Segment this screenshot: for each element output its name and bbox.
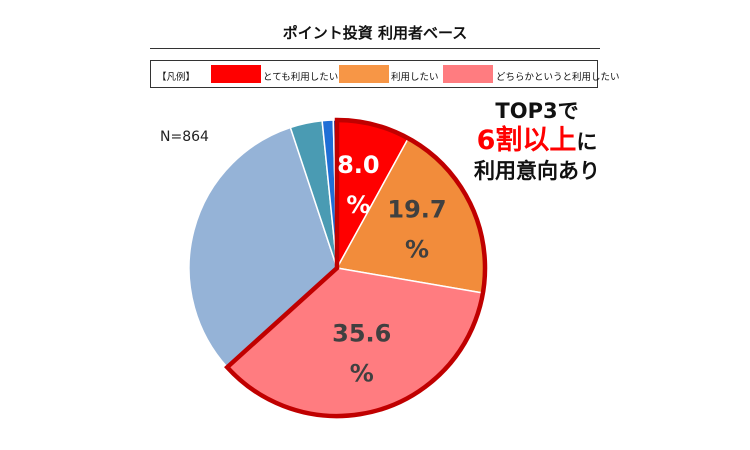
title-underline <box>150 48 600 49</box>
pie-slice-3 <box>188 126 338 369</box>
slice-unit-label-2: % <box>350 359 374 387</box>
callout-suffix: に <box>576 130 598 155</box>
callout-line-1: TOP3で <box>495 99 579 123</box>
callout-text: TOP3で 6割以上に 利用意向あり <box>472 98 602 184</box>
legend-heading: 【凡例】 <box>157 72 196 83</box>
legend-swatch-2 <box>443 65 493 83</box>
callout-emphasis: 6割以上 <box>476 125 577 157</box>
chart-title: ポイント投資 利用者ベース <box>282 24 468 42</box>
legend-label-0: とても利用したい <box>263 72 339 83</box>
legend-label-1: 利用したい <box>391 72 439 83</box>
legend: 【凡例】 とても利用したい 利用したい どちらかというと利用したい <box>150 60 620 88</box>
slice-unit-label-1: % <box>405 235 429 263</box>
callout-line-2: 6割以上に <box>472 124 602 158</box>
slice-value-label-1: 19.7 <box>387 195 446 223</box>
legend-label-2: どちらかというと利用したい <box>496 72 620 83</box>
legend-swatch-0 <box>211 65 261 83</box>
callout-line-3: 利用意向あり <box>474 159 600 183</box>
slice-unit-label-0: % <box>346 191 370 219</box>
slice-value-label-0: 8.0 <box>337 151 380 179</box>
legend-swatch-1 <box>339 65 389 83</box>
sample-size-label: N=864 <box>160 129 209 145</box>
top3-highlight-outline <box>224 117 488 419</box>
slice-value-label-2: 35.6 <box>332 319 391 347</box>
